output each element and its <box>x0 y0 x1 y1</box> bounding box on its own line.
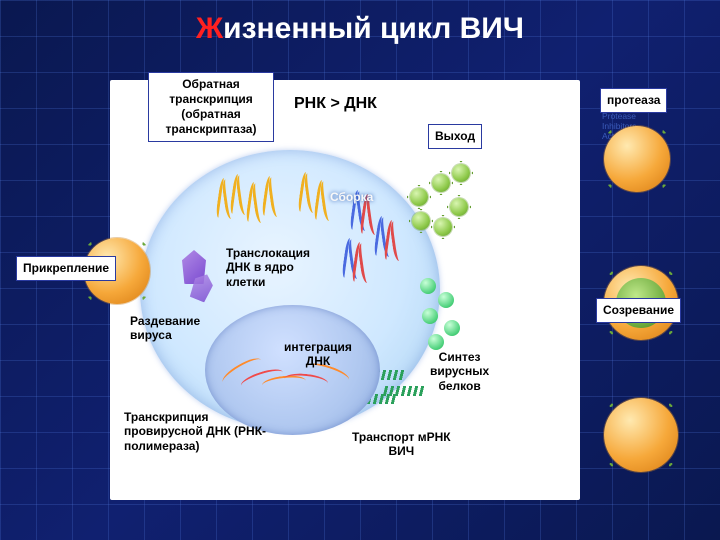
virus-mature <box>604 398 678 472</box>
title-rest: изненный цикл ВИЧ <box>223 12 524 45</box>
box-maturation: Созревание <box>596 298 681 323</box>
viral-protein <box>420 278 436 294</box>
label-translocation: Транслокация ДНК в ядро клетки <box>226 246 310 289</box>
title-accent: Ж <box>196 12 223 45</box>
mini-virion <box>432 174 450 192</box>
viral-protein <box>444 320 460 336</box>
label-protein-synth: Синтез вирусных белков <box>430 350 489 393</box>
virus-released_1 <box>604 126 670 192</box>
box-protease: протеаза <box>600 88 667 113</box>
mini-virion <box>410 188 428 206</box>
mini-virion <box>412 212 430 230</box>
label-uncoating: Раздевание вируса <box>130 314 200 343</box>
page-title: Жизненный цикл ВИЧ <box>0 12 720 46</box>
viral-protein <box>438 292 454 308</box>
label-assembly: Сборка <box>330 190 373 204</box>
viral-protein <box>428 334 444 350</box>
diagram: Обратная транскрипция (обратная транскри… <box>40 70 680 520</box>
mini-virion <box>452 164 470 182</box>
viral-protein <box>422 308 438 324</box>
box-attachment: Прикрепление <box>16 256 116 281</box>
box-exit: Выход <box>428 124 482 149</box>
label-mrna-transport: Транспорт мРНК ВИЧ <box>352 430 451 459</box>
label-rna-dna: РНК > ДНК <box>294 94 377 113</box>
label-integration: интеграция ДНК <box>284 340 352 369</box>
mini-virion <box>450 198 468 216</box>
label-provirus-transcription: Транскрипция провирусной ДНК (РНК- полим… <box>124 410 314 453</box>
box-reverse-transcription: Обратная транскрипция (обратная транскри… <box>148 72 274 142</box>
mini-virion <box>434 218 452 236</box>
